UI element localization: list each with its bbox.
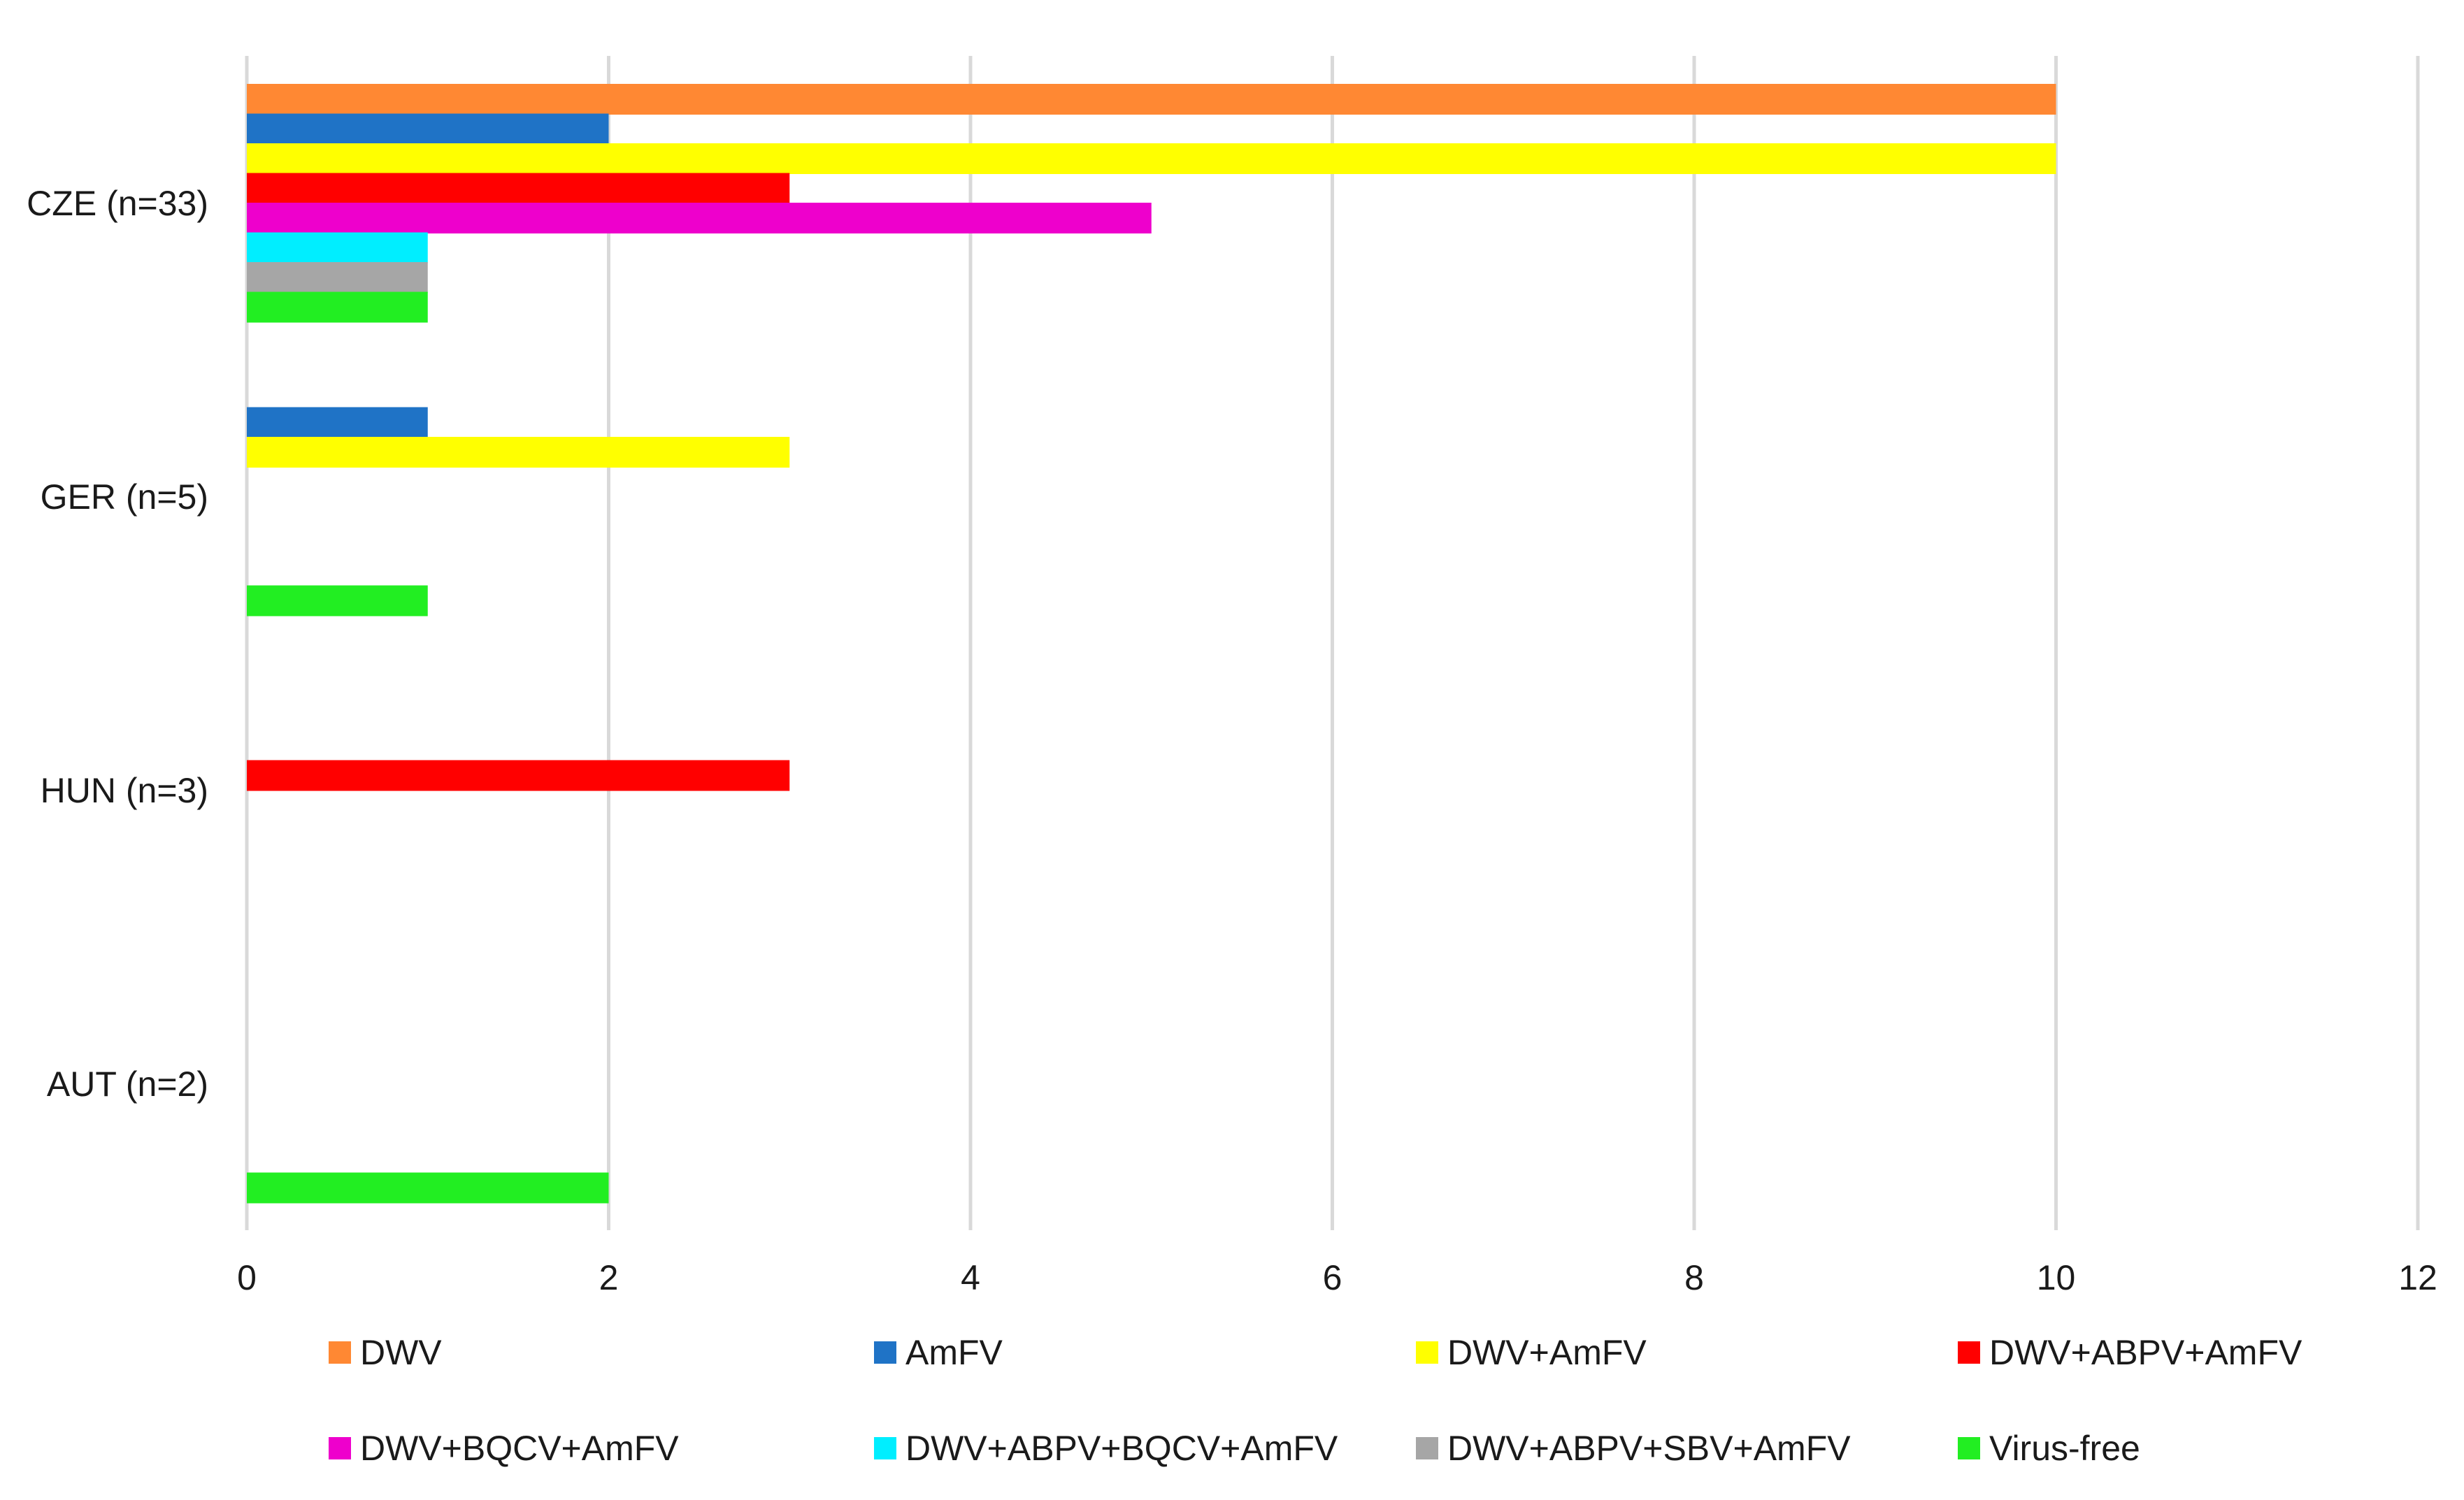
legend-swatch: [874, 1341, 896, 1364]
legend-label: DWV+AmFV: [1447, 1333, 1647, 1372]
legend: DWV AmFV DWV+AmFV DWV+ABPV+AmFV DWV+BQCV+AmF…: [329, 1333, 2302, 1468]
bar-4-1: [247, 173, 790, 204]
bar-8-1: [247, 291, 428, 323]
bar-3-1: [247, 143, 2056, 174]
bar-5-1: [247, 203, 1152, 233]
x-tick-label: 8: [1684, 1258, 1704, 1297]
legend-label: DWV+BQCV+AmFV: [360, 1429, 679, 1468]
legend-label: DWV+ABPV+BQCV+AmFV: [905, 1429, 1338, 1468]
x-tick-label: 4: [961, 1258, 980, 1297]
legend-swatch: [1958, 1341, 1980, 1364]
legend-label: DWV: [360, 1333, 442, 1372]
legend-swatch: [329, 1341, 351, 1364]
legend-swatch: [329, 1437, 351, 1459]
bar-2-1: [247, 113, 609, 145]
legend-swatch: [1416, 1341, 1438, 1364]
bar-3-2: [247, 437, 790, 468]
x-tick-label: 6: [1323, 1258, 1342, 1297]
legend-label: DWV+ABPV+AmFV: [1989, 1333, 2302, 1372]
legend-swatch: [1958, 1437, 1980, 1459]
x-axis: 0 2 4 6 8 10 12: [237, 1258, 2437, 1297]
legend-label: DWV+ABPV+SBV+AmFV: [1447, 1429, 1851, 1468]
bar-4-3: [247, 760, 790, 791]
bar-6-1: [247, 232, 428, 264]
x-tick-label: 10: [2037, 1258, 2076, 1297]
bars: [247, 84, 2056, 1204]
category-label: GER (n=5): [41, 477, 208, 517]
bar-8-2: [247, 585, 428, 616]
grid-lines: [245, 56, 2420, 1230]
bar-7-1: [247, 262, 428, 293]
bar-1-1: [247, 84, 2056, 115]
category-labels: CZE (n=33) GER (n=5) HUN (n=3) AUT (n=2): [27, 184, 208, 1104]
category-label: CZE (n=33): [27, 184, 208, 223]
legend-swatch: [874, 1437, 896, 1459]
legend-swatch: [1416, 1437, 1438, 1459]
bar-8-4: [247, 1172, 609, 1204]
x-tick-label: 12: [2398, 1258, 2437, 1297]
x-tick-label: 2: [599, 1258, 619, 1297]
category-label: HUN (n=3): [41, 771, 208, 810]
legend-label: Virus-free: [1989, 1429, 2140, 1468]
x-tick-label: 0: [237, 1258, 257, 1297]
bar-2-2: [247, 407, 428, 438]
category-label: AUT (n=2): [47, 1065, 208, 1104]
legend-label: AmFV: [905, 1333, 1003, 1372]
